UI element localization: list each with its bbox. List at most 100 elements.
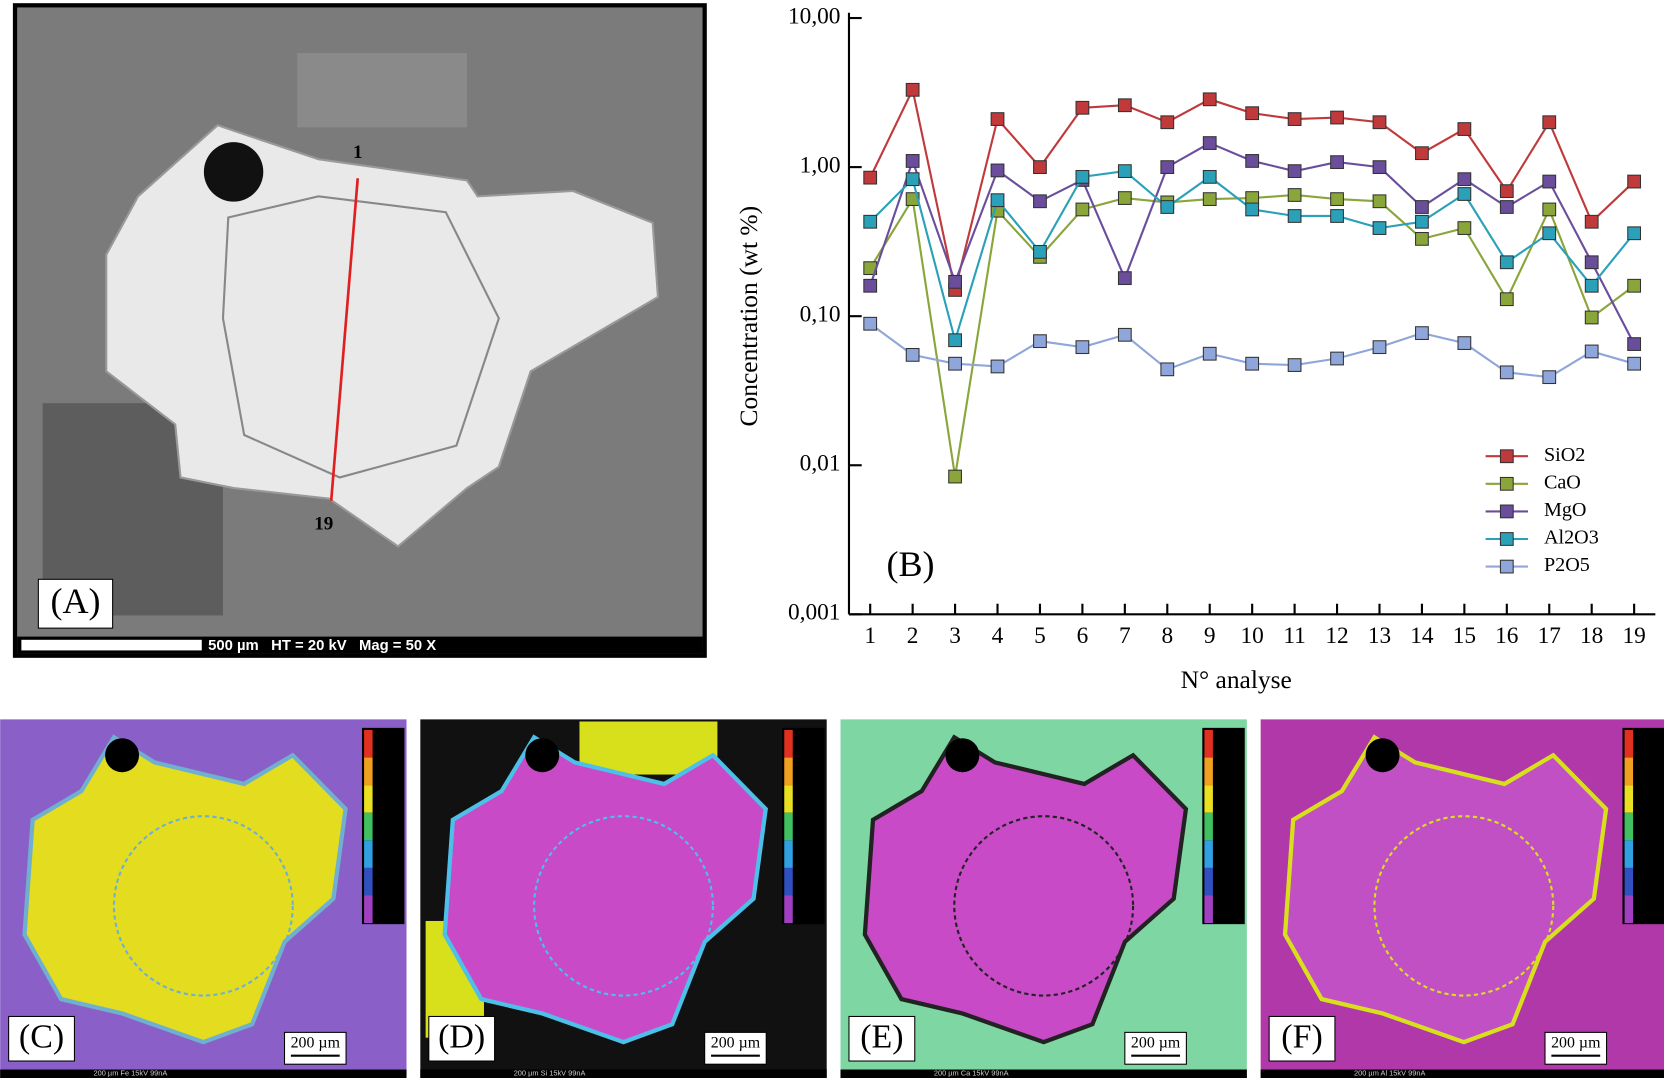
legend-marker <box>1499 449 1514 464</box>
point <box>1160 160 1175 175</box>
x-axis-title: N° analyse <box>1181 665 1292 694</box>
core-zoning <box>533 815 714 997</box>
colorbar-step <box>1624 785 1634 813</box>
panel-label: (E) <box>860 1019 903 1056</box>
x-tick-label: 10 <box>1241 623 1264 649</box>
point <box>1415 146 1429 161</box>
panel-label: (C) <box>19 1019 64 1056</box>
x-tick-label: 2 <box>907 623 919 649</box>
colorbar-step <box>784 729 793 758</box>
panel-label: (A) <box>50 581 100 621</box>
point <box>1627 337 1642 351</box>
scale-text: 200 µm <box>1131 1035 1181 1052</box>
label-box <box>8 1015 75 1062</box>
x-tick-label: 19 <box>1622 623 1645 649</box>
y-axis-title: Concentration (wt %) <box>734 206 763 427</box>
point <box>1245 154 1260 168</box>
point <box>905 192 920 207</box>
colorbar-step <box>1624 867 1634 896</box>
x-tick-label: 6 <box>1077 623 1089 649</box>
scale-text: 200 µm <box>1551 1035 1601 1052</box>
footer-text: 200 µm Si 15kV 99nA <box>514 1069 586 1078</box>
zoning <box>221 195 500 479</box>
point <box>948 274 962 289</box>
x-tick-label: 4 <box>992 623 1004 649</box>
point <box>1330 209 1344 223</box>
x-tick-label: 12 <box>1325 623 1348 649</box>
core-zoning <box>953 815 1135 997</box>
point <box>1287 112 1302 126</box>
point <box>1160 115 1175 130</box>
x-tick-label: 7 <box>1119 623 1131 649</box>
colorbar-step <box>1624 729 1634 758</box>
footer-bar <box>840 1069 1247 1078</box>
scale-text: 200 µm <box>711 1035 761 1052</box>
x-tick-label: 9 <box>1204 623 1216 649</box>
point <box>990 112 1005 126</box>
profile-end: 19 <box>314 514 333 535</box>
point <box>990 193 1005 208</box>
point <box>1372 194 1387 209</box>
pore <box>1365 738 1400 773</box>
point <box>863 170 878 185</box>
point <box>1202 92 1217 107</box>
colorbar-step <box>1204 729 1213 758</box>
point <box>1075 169 1090 184</box>
scale-box <box>1544 1031 1608 1065</box>
point <box>1457 172 1472 187</box>
x-tick-label: 3 <box>949 623 961 649</box>
point <box>1457 187 1472 201</box>
point <box>1457 122 1472 136</box>
point <box>1415 214 1429 229</box>
point <box>1075 100 1090 115</box>
colorbar-step <box>364 812 373 841</box>
point <box>948 469 962 484</box>
y-tick-label: 1,00 <box>800 152 841 178</box>
point <box>1415 200 1429 214</box>
point <box>1075 340 1090 355</box>
colorbar-step <box>1624 812 1634 841</box>
chart-b: Concentration (wt %) N° analyse (B) 0,00… <box>734 3 1656 694</box>
crystal <box>105 123 660 548</box>
point <box>1202 346 1217 361</box>
colorbar-step <box>364 895 373 924</box>
colorbar-step <box>784 867 793 896</box>
colorbar-step <box>1624 757 1634 786</box>
point <box>905 172 920 187</box>
point <box>1287 358 1302 372</box>
scale-text: 500 µm HT = 20 kV Mag = 50 X <box>208 638 436 654</box>
point <box>1627 174 1642 189</box>
x-tick-label: 18 <box>1580 623 1603 649</box>
point <box>1117 271 1132 286</box>
point <box>1415 326 1429 341</box>
y-tick-label: 0,10 <box>800 302 841 328</box>
profile-line <box>329 178 360 501</box>
series-line <box>869 193 1635 477</box>
colorbar-step <box>1204 785 1213 813</box>
point <box>1202 169 1217 184</box>
x-tick-label: 17 <box>1538 623 1561 649</box>
point <box>1160 362 1175 377</box>
x-tick-label: 11 <box>1283 623 1305 649</box>
colorbar-step <box>364 840 373 868</box>
footer-bar <box>0 1069 407 1078</box>
label-box <box>37 578 114 629</box>
point <box>1117 98 1132 113</box>
colorbar-step <box>784 785 793 813</box>
colorbar-step <box>1204 840 1213 868</box>
point <box>1457 221 1472 235</box>
legend-label: P2O5 <box>1544 554 1590 576</box>
profile-start: 1 <box>353 142 363 163</box>
legend-label: CaO <box>1544 471 1581 493</box>
point <box>1160 200 1175 214</box>
legend-marker <box>1499 559 1514 574</box>
point <box>1033 334 1047 349</box>
point <box>1372 160 1387 175</box>
colorbar-step <box>1204 867 1213 896</box>
point <box>905 82 920 97</box>
point <box>1584 214 1599 229</box>
point <box>1117 164 1132 179</box>
point <box>1117 327 1132 342</box>
point <box>1033 160 1047 175</box>
point <box>948 333 962 348</box>
